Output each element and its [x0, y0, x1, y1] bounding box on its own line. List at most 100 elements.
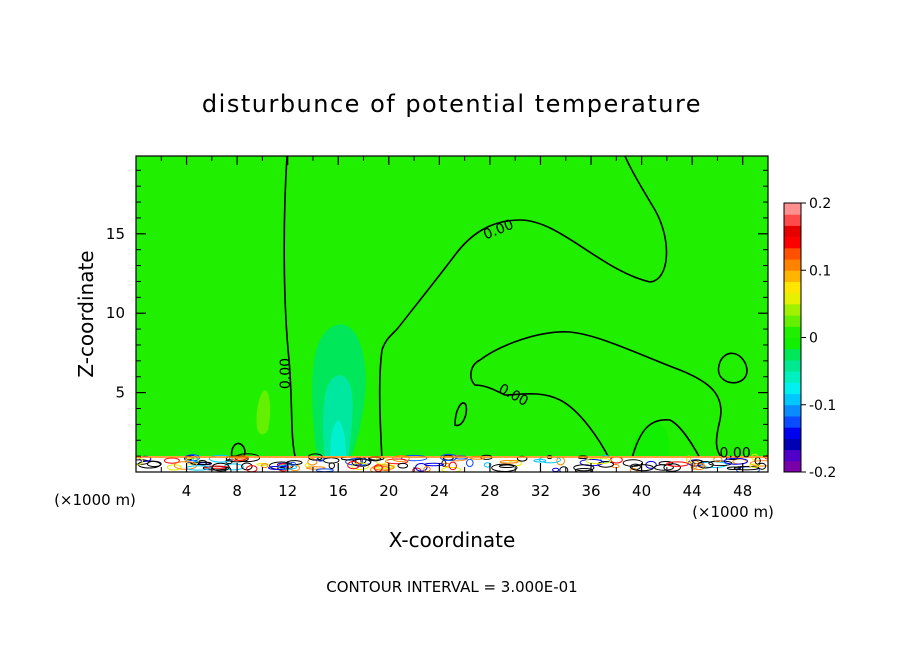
- contour-small-right: [717, 352, 748, 384]
- colorbar-tick-label: 0: [809, 331, 818, 347]
- colorbar-swatch: [784, 393, 801, 406]
- surface-contour: [597, 461, 614, 468]
- colorbar-swatch: [784, 427, 801, 439]
- surface-contour: [516, 455, 528, 462]
- surface-contour: [415, 463, 428, 472]
- contour-label: 0.00: [720, 446, 751, 462]
- field-background: [136, 156, 768, 472]
- surface-contour: [306, 466, 326, 470]
- colorbar-swatch: [784, 404, 801, 417]
- cold-plume-base: [330, 420, 346, 460]
- surface-contour: [307, 458, 318, 466]
- surface-contour: [499, 460, 519, 464]
- contour-lines: [230, 156, 748, 461]
- colorbar-tick-label: 0.1: [809, 263, 831, 279]
- surface-contour: [412, 467, 422, 472]
- surface-contour: [370, 465, 391, 472]
- surface-contour: [483, 462, 492, 468]
- surface-contour: [686, 455, 692, 464]
- surface-contour: [351, 462, 370, 470]
- surface-noise: [136, 453, 768, 472]
- surface-contour: [385, 458, 409, 465]
- x-tick-label: 48: [733, 482, 752, 500]
- colorbar-swatch: [784, 270, 801, 282]
- surface-contour: [533, 459, 547, 463]
- colorbar-swatch: [784, 382, 801, 395]
- surface-contour: [347, 461, 360, 470]
- contour-zero-main: [283, 156, 668, 461]
- surface-contour: [723, 457, 749, 465]
- surface-contour: [574, 467, 594, 472]
- light-patch-right: [630, 422, 670, 462]
- x-tick-label: 32: [531, 482, 550, 500]
- y-tick-label: 15: [106, 225, 125, 243]
- surface-contour: [225, 455, 249, 463]
- colorbar-swatch: [784, 292, 801, 305]
- surface-contour: [631, 464, 654, 472]
- surface-contour: [448, 461, 457, 471]
- surface-contour: [345, 457, 372, 466]
- colorbar-swatch: [784, 348, 801, 361]
- surface-contour: [136, 457, 144, 466]
- colorbar-tick-label: 0.2: [809, 196, 831, 212]
- surface-contour: [163, 457, 180, 464]
- surface-contour: [498, 464, 515, 469]
- surface-contour: [224, 466, 232, 472]
- x-tick-label: 16: [329, 482, 348, 500]
- surface-contour: [192, 455, 199, 463]
- surface-contour: [190, 461, 213, 466]
- contour-small-mid: [454, 402, 468, 427]
- colorbar-swatch: [784, 303, 801, 316]
- surface-contour: [666, 461, 689, 467]
- colorbar-swatch: [784, 315, 801, 327]
- y-axis-label: Z-coordinate: [74, 250, 98, 377]
- surface-contour: [726, 466, 741, 470]
- surface-contour: [653, 464, 674, 471]
- colorbar-swatch: [784, 236, 801, 249]
- colorbar-swatch: [784, 259, 801, 271]
- x-tick-label: 44: [683, 482, 702, 500]
- x-tick-label: 28: [480, 482, 499, 500]
- colorbar-labels: 0.2 0.1 0 -0.1 -0.2: [801, 196, 836, 481]
- colorbar-swatch: [784, 415, 801, 428]
- x-tick-label: 4: [182, 482, 192, 500]
- colorbar-swatch: [784, 449, 801, 462]
- cold-plume-core: [323, 375, 353, 460]
- surface-contour: [223, 463, 244, 471]
- x-unit-right: (×1000 m): [692, 503, 774, 521]
- contour-label: 0.00: [278, 358, 294, 389]
- surface-contour: [423, 462, 444, 467]
- surface-contour: [328, 462, 335, 470]
- x-tick-label: 8: [232, 482, 242, 500]
- colorbar-tick-label: -0.1: [809, 398, 836, 414]
- surface-contour: [559, 466, 569, 472]
- colorbar-swatch: [784, 247, 801, 260]
- surface-contour: [208, 454, 233, 463]
- colorbar-swatch: [784, 225, 801, 238]
- surface-contour: [465, 458, 474, 468]
- contour-zero-blob: [470, 331, 723, 461]
- surface-contour: [749, 463, 760, 468]
- x-axis-ticks: 4 8 12 16 20 24 28 32 36 40 44 48: [160, 156, 752, 500]
- surface-contour: [749, 460, 768, 467]
- x-unit-left: (×1000 m): [54, 491, 136, 509]
- surface-contour: [757, 462, 767, 470]
- surface-contour: [146, 460, 162, 468]
- colorbar-swatch: [784, 460, 801, 473]
- surface-contour: [260, 463, 269, 469]
- colorbar-swatch: [784, 371, 801, 383]
- surface-contour: [697, 460, 714, 469]
- colorbar-swatch: [784, 337, 801, 350]
- colorbar-swatch: [784, 281, 801, 294]
- x-axis-label: X-coordinate: [389, 528, 516, 552]
- x-tick-label: 24: [430, 482, 449, 500]
- surface-contour: [663, 463, 681, 472]
- surface-contour: [441, 466, 462, 472]
- plot-frame: [135, 155, 769, 473]
- x-tick-label: 40: [632, 482, 651, 500]
- x-tick-label: 20: [379, 482, 398, 500]
- plot-area: [136, 156, 768, 472]
- colorbar-swatch: [784, 438, 801, 451]
- surface-contour: [304, 463, 310, 468]
